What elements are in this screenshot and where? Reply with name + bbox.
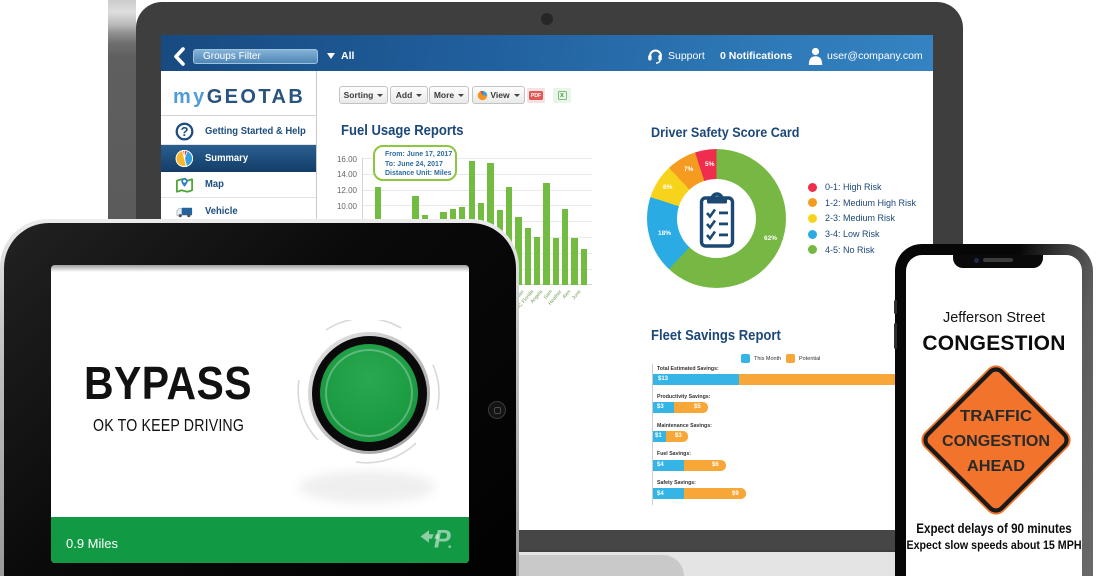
svg-text:?: ?	[181, 124, 189, 139]
svg-text:AHEAD: AHEAD	[967, 458, 1025, 475]
svg-text:CONGESTION: CONGESTION	[942, 433, 1050, 450]
svg-text:P: P	[434, 526, 451, 550]
svg-text:TRAFFIC: TRAFFIC	[960, 408, 1032, 425]
